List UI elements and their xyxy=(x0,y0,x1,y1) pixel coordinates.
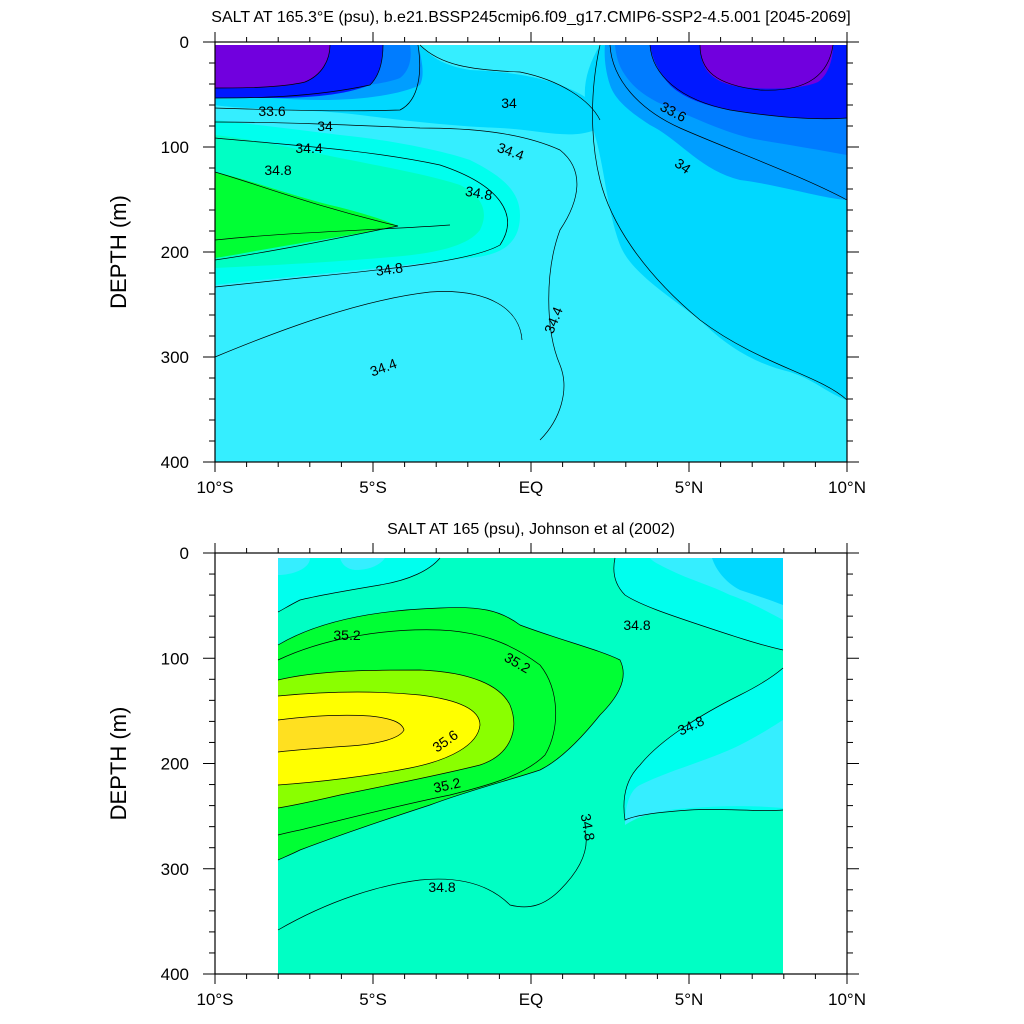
x-tick-label: 5°S xyxy=(359,478,387,497)
y-tick-label: 300 xyxy=(161,348,189,367)
x-tick-label: 5°S xyxy=(359,990,387,1009)
y-tick-label: 100 xyxy=(161,649,189,668)
bottom-contour-label: 34.8 xyxy=(428,879,455,895)
bottom-contour-label: 35.2 xyxy=(432,774,462,795)
bottom-contour-label: 34.8 xyxy=(623,617,650,633)
y-tick-label: 200 xyxy=(161,755,189,774)
x-tick-label: 10°N xyxy=(828,990,866,1009)
y-tick-label: 0 xyxy=(180,33,189,52)
model-salinity-panel: SALT AT 165.3°E (psu), b.e21.BSSP245cmip… xyxy=(106,9,866,497)
y-tick-label: 100 xyxy=(161,138,189,157)
top-contour-label: 34 xyxy=(501,95,517,111)
y-axis-label: DEPTH (m) xyxy=(106,195,131,309)
top-contour-label: 34.8 xyxy=(464,183,494,204)
x-tick-label: 5°N xyxy=(675,478,704,497)
y-axis-label: DEPTH (m) xyxy=(106,707,131,821)
x-tick-label: 10°S xyxy=(196,478,233,497)
y-tick-label: 0 xyxy=(180,544,189,563)
x-tick-label: 10°S xyxy=(196,990,233,1009)
top-contour-label: 34 xyxy=(317,118,333,134)
top-title: SALT AT 165.3°E (psu), b.e21.BSSP245cmip… xyxy=(211,9,850,26)
bottom-contour-lines xyxy=(277,557,784,931)
top-contour-label: 34.8 xyxy=(375,259,404,279)
y-tick-label: 400 xyxy=(161,965,189,984)
x-tick-label: 5°N xyxy=(675,990,704,1009)
bottom-contour-label: 34.8 xyxy=(578,812,599,842)
bottom-contour-label: 35.2 xyxy=(333,627,360,643)
top-contour-fills xyxy=(215,45,847,462)
y-tick-label: 300 xyxy=(161,860,189,879)
y-tick-label: 400 xyxy=(161,453,189,472)
x-tick-label: 10°N xyxy=(828,478,866,497)
top-contour-labels: 33.6 34 34.4 34.8 34 34.4 34.8 34.8 34.4… xyxy=(258,95,694,379)
top-contour-label: 34.4 xyxy=(295,140,322,156)
observed-salinity-panel: SALT AT 165 (psu), Johnson et al (2002) xyxy=(106,521,866,1009)
top-contour-label: 34.8 xyxy=(264,162,291,178)
top-axes: 10°S 5°S EQ 5°N 10°N 0 100 200 300 400 DEPTH (m) xyxy=(106,32,866,497)
y-tick-label: 200 xyxy=(161,243,189,262)
x-tick-label: EQ xyxy=(519,990,544,1009)
top-contour-label: 33.6 xyxy=(258,103,285,119)
bottom-axes: 10°S 5°S EQ 5°N 10°N 0 100 200 300 400 DEPTH (m) xyxy=(106,543,866,1009)
bottom-title: SALT AT 165 (psu), Johnson et al (2002) xyxy=(387,521,675,538)
top-contour-lines xyxy=(214,44,848,441)
x-tick-label: EQ xyxy=(519,478,544,497)
